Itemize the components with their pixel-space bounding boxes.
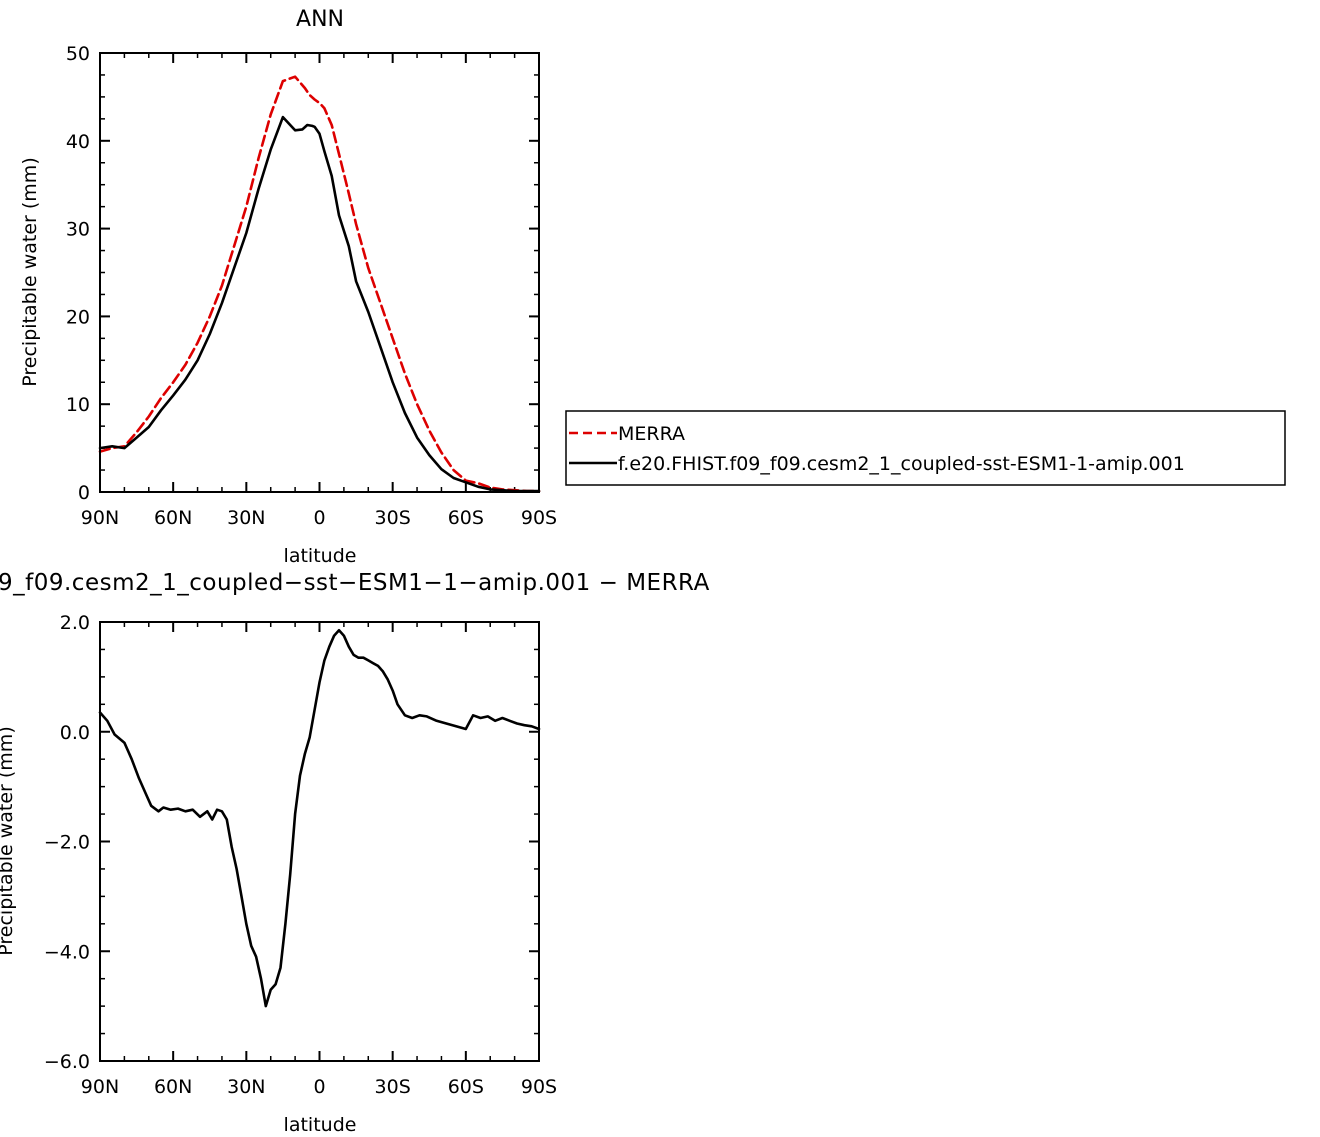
- y-tick-label: 40: [66, 131, 90, 153]
- bottom-x-axis-label: latitude: [284, 1114, 357, 1136]
- series-line-0-1: [98, 115, 541, 493]
- legend-merra-label: MERRA: [618, 423, 685, 445]
- top-y-axis-label: Precipitable water (mm): [19, 157, 41, 386]
- y-tick-label: −6.0: [44, 1051, 90, 1073]
- y-tick-label: 2.0: [60, 612, 90, 634]
- top-plot-frame: [99, 52, 540, 493]
- y-tick-label: 0.0: [60, 722, 90, 744]
- top-series-group: [98, 75, 541, 493]
- bottom-tick-labels: 90N 60N 30N 0 30S 60S 90S −6.0 −4.0 −2.0 0.0 2.0: [44, 612, 557, 1098]
- x-tick-label: 90N: [81, 507, 119, 529]
- y-tick-label: 30: [66, 219, 90, 241]
- x-tick-label: 60S: [448, 1076, 484, 1098]
- y-tick-label: 50: [66, 43, 90, 65]
- bottom-chart: 9_f09.cesm2_1_coupled−sst−ESM1−1−amip.00…: [0, 570, 710, 1136]
- y-tick-label: −2.0: [44, 832, 90, 854]
- bottom-chart-title: 9_f09.cesm2_1_coupled−sst−ESM1−1−amip.00…: [0, 570, 710, 596]
- legend: MERRA f.e20.FHIST.f09_f09.cesm2_1_couple…: [565, 410, 1286, 486]
- x-tick-label: 90N: [81, 1076, 119, 1098]
- y-tick-label: 0: [78, 482, 90, 504]
- x-tick-label: 60N: [154, 507, 192, 529]
- series-line-1-0: [98, 628, 541, 1008]
- x-tick-label: 0: [313, 1076, 325, 1098]
- bottom-series-group: [98, 628, 541, 1008]
- x-tick-label: 90S: [521, 507, 557, 529]
- x-tick-label: 0: [313, 507, 325, 529]
- x-tick-label: 30S: [375, 1076, 411, 1098]
- series-line-0-0: [98, 75, 541, 493]
- top-x-axis-label: latitude: [284, 545, 357, 567]
- x-tick-label: 30N: [227, 1076, 265, 1098]
- x-tick-label: 90S: [521, 1076, 557, 1098]
- y-tick-label: −4.0: [44, 941, 90, 963]
- legend-model-label: f.e20.FHIST.f09_f09.cesm2_1_coupled-sst-…: [618, 453, 1185, 475]
- x-tick-label: 30S: [375, 507, 411, 529]
- top-chart: ANN 90N 60N 30N 0 30S 60S 90S 0 10 20 30 40 50 latit…: [19, 7, 557, 567]
- top-chart-title: ANN: [296, 7, 344, 32]
- top-axis-ticks: [99, 52, 540, 493]
- top-tick-labels: 90N 60N 30N 0 30S 60S 90S 0 10 20 30 40 50: [66, 43, 557, 529]
- legend-box: [565, 410, 1286, 486]
- y-tick-label: 20: [66, 306, 90, 328]
- x-tick-label: 60S: [448, 507, 484, 529]
- bottom-plot-frame: [99, 621, 540, 1062]
- y-tick-label: 10: [66, 394, 90, 416]
- x-tick-label: 30N: [227, 507, 265, 529]
- x-tick-label: 60N: [154, 1076, 192, 1098]
- bottom-y-axis-label: Precipitable water (mm): [0, 726, 17, 955]
